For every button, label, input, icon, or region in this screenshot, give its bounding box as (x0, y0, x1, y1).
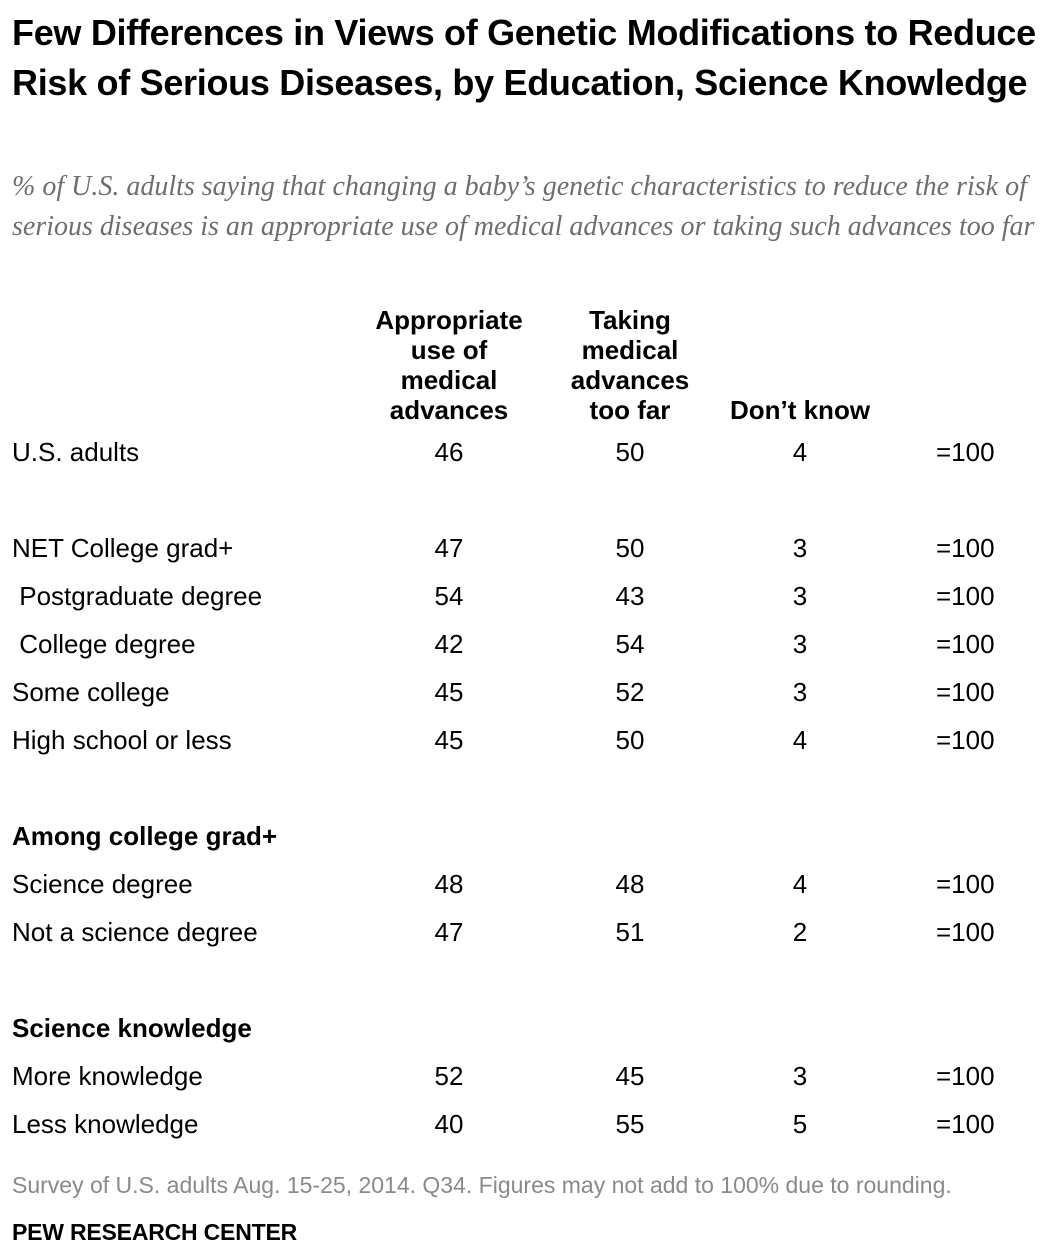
group-label: Science knowledge (12, 1013, 252, 1043)
total-cell: =100 (936, 1061, 995, 1091)
row-label: Postgraduate degree (12, 581, 263, 611)
data-cell: 50 (615, 725, 645, 755)
total-cell: =100 (936, 581, 995, 611)
data-cell: 40 (434, 1109, 464, 1139)
row-label: U.S. adults (12, 437, 140, 467)
row-label: NET College grad+ (12, 533, 234, 563)
column-header-1: Appropriate use of medical advances (375, 305, 523, 425)
total-cell: =100 (936, 533, 995, 563)
row-label: Some college (12, 677, 170, 707)
data-cell: 4 (792, 725, 808, 755)
data-cell: 43 (615, 581, 645, 611)
data-cell: 46 (434, 437, 464, 467)
data-cell: 4 (792, 869, 808, 899)
data-cell: 48 (615, 869, 645, 899)
source-credit: PEW RESEARCH CENTER (12, 1219, 298, 1245)
row-label: More knowledge (12, 1061, 203, 1091)
chart-title: Few Differences in Views of Genetic Modi… (12, 12, 1036, 103)
total-cell: =100 (936, 869, 995, 899)
total-cell: =100 (936, 629, 995, 659)
footnote: Survey of U.S. adults Aug. 15-25, 2014. … (12, 1172, 952, 1198)
row-label: College degree (12, 629, 196, 659)
total-cell: =100 (936, 1109, 995, 1139)
total-cell: =100 (936, 437, 995, 467)
column-header-3: Don’t know (729, 395, 871, 425)
total-cell: =100 (936, 725, 995, 755)
data-cell: 3 (792, 581, 808, 611)
row-label: Less knowledge (12, 1109, 199, 1139)
group-label: Among college grad+ (12, 821, 278, 851)
data-cell: 3 (792, 533, 808, 563)
data-cell: 47 (434, 917, 464, 947)
data-cell: 3 (792, 677, 808, 707)
total-cell: =100 (936, 677, 995, 707)
chart-subtitle: % of U.S. adults saying that changing a … (12, 171, 1035, 242)
row-label: Science degree (12, 869, 193, 899)
data-cell: 54 (615, 629, 645, 659)
row-label: High school or less (12, 725, 232, 755)
data-cell: 50 (615, 533, 645, 563)
data-cell: 54 (434, 581, 464, 611)
data-cell: 45 (615, 1061, 645, 1091)
data-cell: 50 (615, 437, 645, 467)
data-cell: 5 (792, 1109, 808, 1139)
column-header-2: Taking medical advances too far (570, 305, 690, 425)
data-cell: 2 (792, 917, 808, 947)
data-cell: 42 (434, 629, 464, 659)
data-cell: 55 (615, 1109, 645, 1139)
total-cell: =100 (936, 917, 995, 947)
data-cell: 3 (792, 629, 808, 659)
data-cell: 4 (792, 437, 808, 467)
data-cell: 48 (434, 869, 464, 899)
data-cell: 47 (434, 533, 464, 563)
data-cell: 52 (434, 1061, 464, 1091)
data-cell: 45 (434, 677, 464, 707)
data-cell: 3 (792, 1061, 808, 1091)
data-cell: 45 (434, 725, 464, 755)
data-cell: 51 (615, 917, 645, 947)
row-label: Not a science degree (12, 917, 258, 947)
data-cell: 52 (615, 677, 645, 707)
